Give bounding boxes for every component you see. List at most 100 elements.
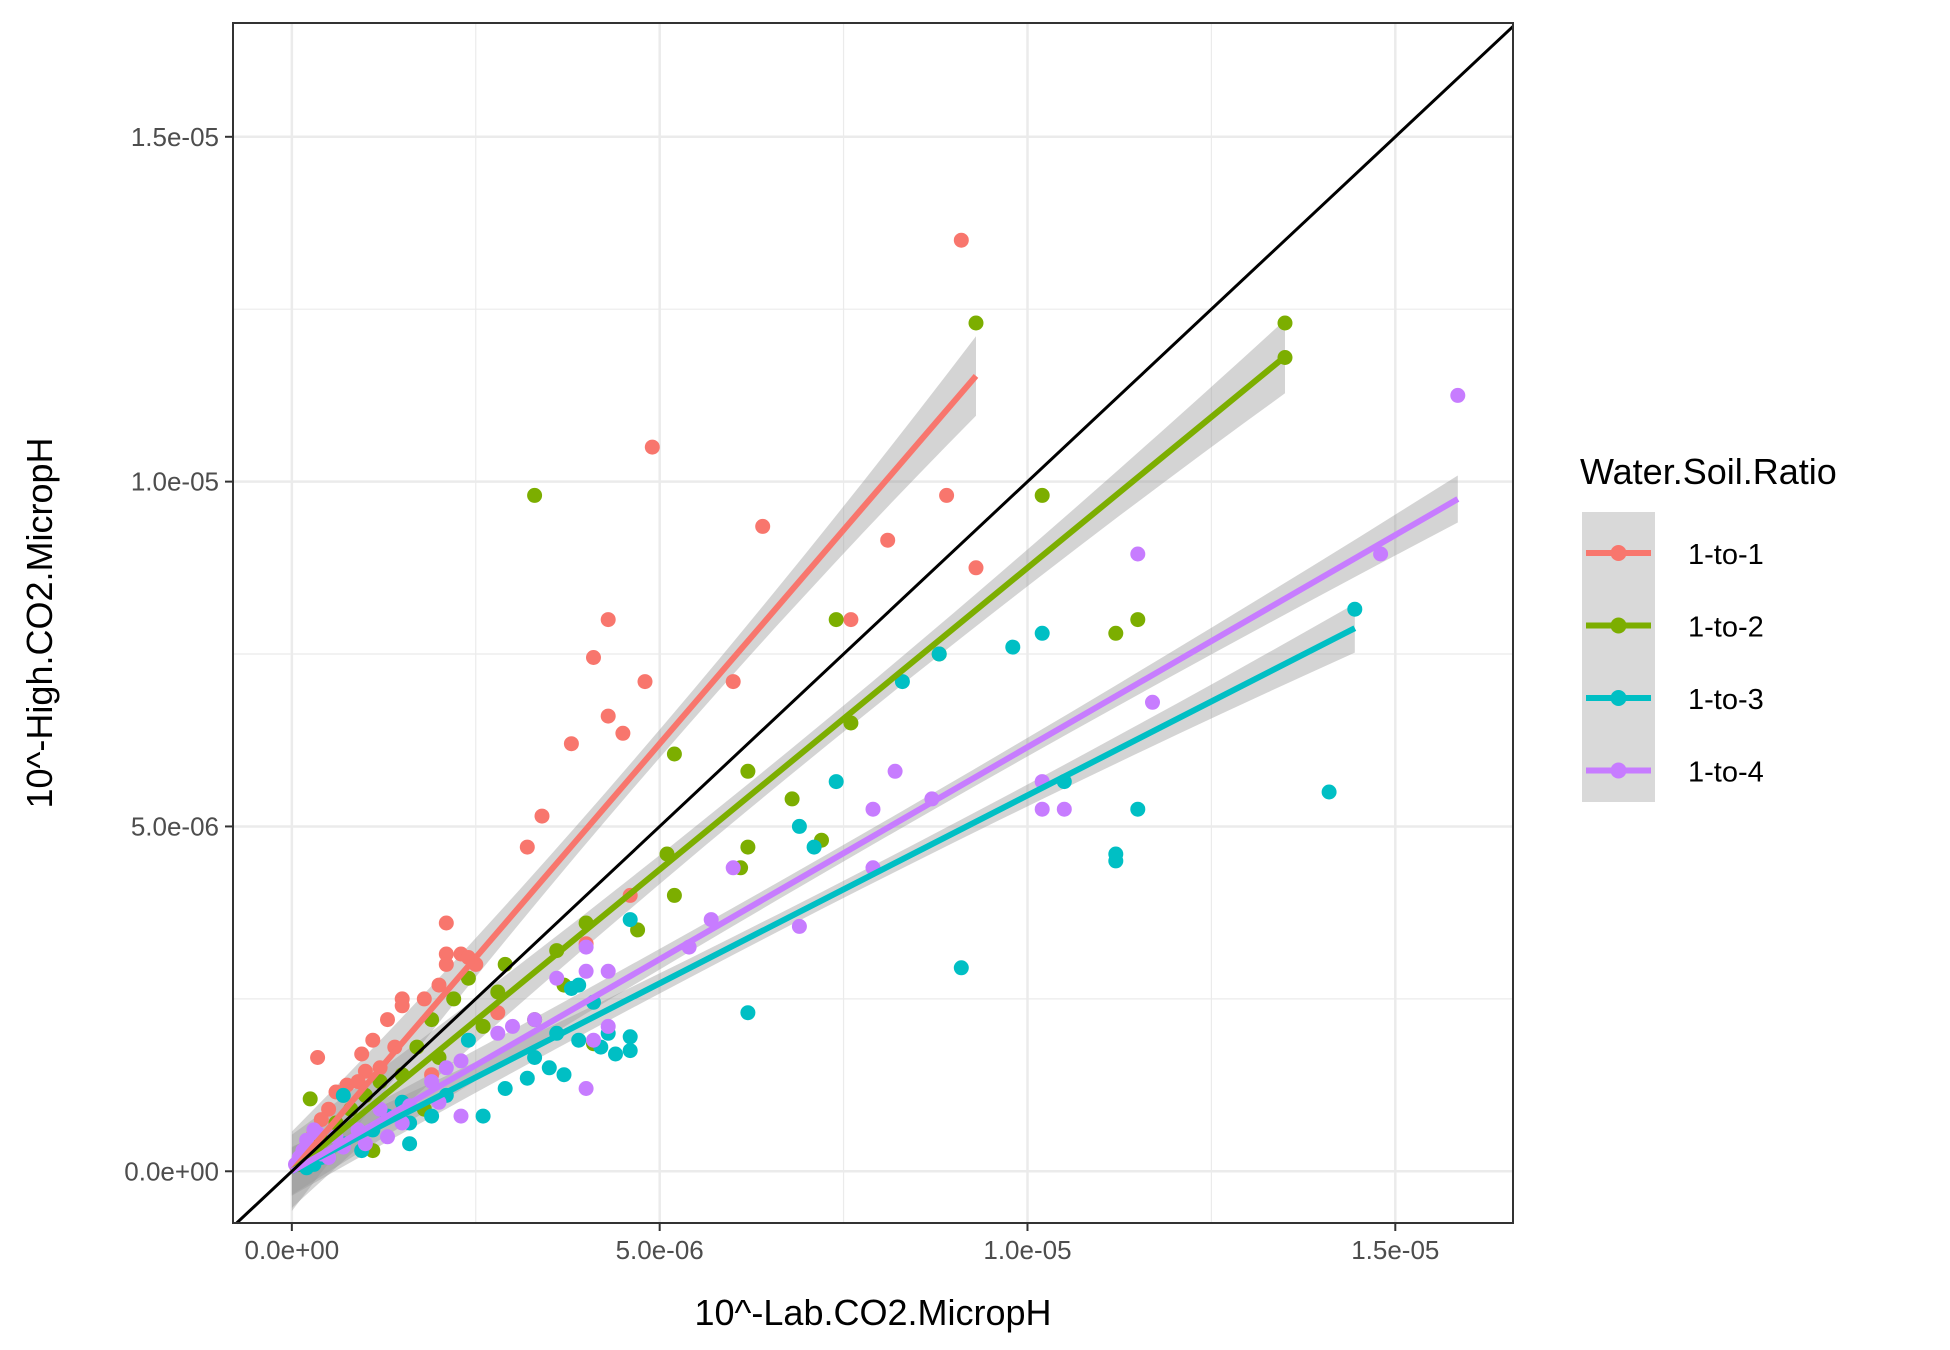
y-axis-title: 10^-High.CO2.MicropH [19,437,60,808]
data-point-1-to-2 [666,746,682,762]
data-point-1-to-3 [622,1029,638,1045]
data-point-1-to-3 [1005,639,1021,655]
data-point-1-to-3 [571,977,587,993]
data-point-1-to-2 [475,1018,491,1034]
data-point-1-to-1 [843,612,859,628]
data-point-1-to-2 [968,315,984,331]
data-point-1-to-4 [586,1032,601,1048]
data-point-1-to-4 [791,918,807,934]
legend-label-1-to-4: 1-to-4 [1688,757,1764,789]
data-point-1-to-1 [880,532,896,548]
data-point-1-to-2 [1034,487,1050,503]
legend-label-1-to-2: 1-to-2 [1688,612,1764,644]
legend-label-1-to-3: 1-to-3 [1688,684,1764,716]
data-point-1-to-4 [1145,694,1160,710]
data-point-1-to-3 [335,1087,351,1103]
data-point-1-to-3 [1347,601,1363,617]
data-point-1-to-3 [519,1070,535,1086]
data-point-1-to-3 [608,1046,623,1062]
y-axis: 0.0e+00 5.0e-06 1.0e-05 1.5e-05 [124,122,233,1186]
data-point-1-to-1 [563,736,579,752]
data-point-1-to-4 [1373,546,1389,562]
data-point-1-to-3 [1321,784,1337,800]
data-point-1-to-2 [784,791,800,807]
data-point-1-to-4 [578,963,594,979]
data-point-1-to-4 [357,1136,373,1152]
legend-label-1-to-1: 1-to-1 [1688,539,1764,571]
data-point-1-to-3 [497,1081,513,1096]
data-point-1-to-3 [527,1050,543,1065]
data-point-1-to-4 [865,801,881,817]
data-point-1-to-4 [453,1108,469,1124]
x-axis-title: 10^-Lab.CO2.MicropH [694,1292,1051,1333]
data-point-1-to-2 [1130,612,1146,628]
y-tick-label: 1.0e-05 [131,467,219,497]
data-point-1-to-2 [1277,315,1293,331]
data-point-1-to-1 [953,232,969,248]
data-point-1-to-3 [556,1067,572,1083]
legend-title: Water.Soil.Ratio [1580,451,1837,492]
data-point-1-to-3 [791,818,807,834]
plot-background [233,23,1513,1223]
data-point-1-to-1 [615,725,631,741]
data-point-1-to-2 [302,1091,318,1107]
regression-line-1-to-4 [290,496,1460,1174]
legend-key-point-1-to-1 [1610,545,1627,561]
data-point-1-to-1 [534,808,550,824]
data-point-1-to-4 [1056,801,1072,817]
data-point-1-to-3 [622,1043,638,1059]
data-point-1-to-2 [446,991,462,1007]
y-tick-label: 5.0e-06 [131,811,219,841]
legend-key-point-1-to-4 [1610,762,1627,779]
data-point-1-to-1 [431,977,447,993]
data-point-1-to-3 [541,1060,557,1076]
data-point-1-to-1 [310,1050,326,1065]
data-point-1-to-1 [755,518,771,534]
data-point-1-to-3 [931,646,947,662]
data-point-1-to-4 [505,1018,520,1034]
data-point-1-to-3 [894,674,910,690]
data-point-1-to-4 [1034,801,1050,817]
data-point-1-to-1 [380,1012,395,1028]
data-point-1-to-1 [365,1032,381,1048]
legend-key-point-1-to-2 [1610,617,1627,634]
major-gridlines [233,23,1513,1223]
regression-lines [289,354,1460,1174]
data-point-1-to-2 [740,763,756,779]
regression-line-1-to-1 [289,374,979,1174]
data-point-1-to-1 [438,915,454,931]
data-point-1-to-3 [460,1032,476,1048]
data-point-1-to-4 [703,912,719,928]
data-point-1-to-3 [622,912,638,928]
data-point-1-to-4 [438,1060,454,1076]
x-axis: 0.0e+00 5.0e-06 1.0e-05 1.5e-05 [244,1223,1439,1265]
data-point-1-to-4 [600,963,616,979]
data-point-1-to-3 [424,1108,440,1124]
data-point-1-to-4 [1450,387,1466,403]
legend: Water.Soil.Ratio 1-to-1 1-to-2 1-to-3 1-to-… [1580,451,1837,802]
data-point-1-to-4 [578,1081,594,1096]
data-point-1-to-1 [644,439,660,455]
data-point-1-to-1 [600,708,616,724]
data-point-1-to-1 [416,991,432,1007]
data-point-1-to-1 [725,674,741,690]
plot-border [232,22,1514,1224]
data-point-1-to-4 [527,1012,543,1028]
data-point-1-to-3 [953,960,969,976]
data-point-1-to-4 [1130,546,1146,562]
data-point-1-to-4 [887,763,903,779]
data-point-1-to-3 [806,839,822,855]
data-point-1-to-1 [586,650,601,665]
data-point-1-to-3 [740,1005,756,1021]
data-point-1-to-3 [1108,853,1124,869]
identity-reference-line [235,25,1515,1225]
data-point-1-to-2 [527,487,543,503]
data-point-1-to-1 [438,956,454,972]
data-point-1-to-2 [740,839,756,855]
y-tick-label: 1.5e-05 [131,122,219,152]
legend-key-point-1-to-3 [1610,690,1627,706]
data-point-1-to-1 [354,1046,370,1062]
regression-line-1-to-3 [290,625,1357,1174]
data-point-1-to-1 [637,674,653,690]
